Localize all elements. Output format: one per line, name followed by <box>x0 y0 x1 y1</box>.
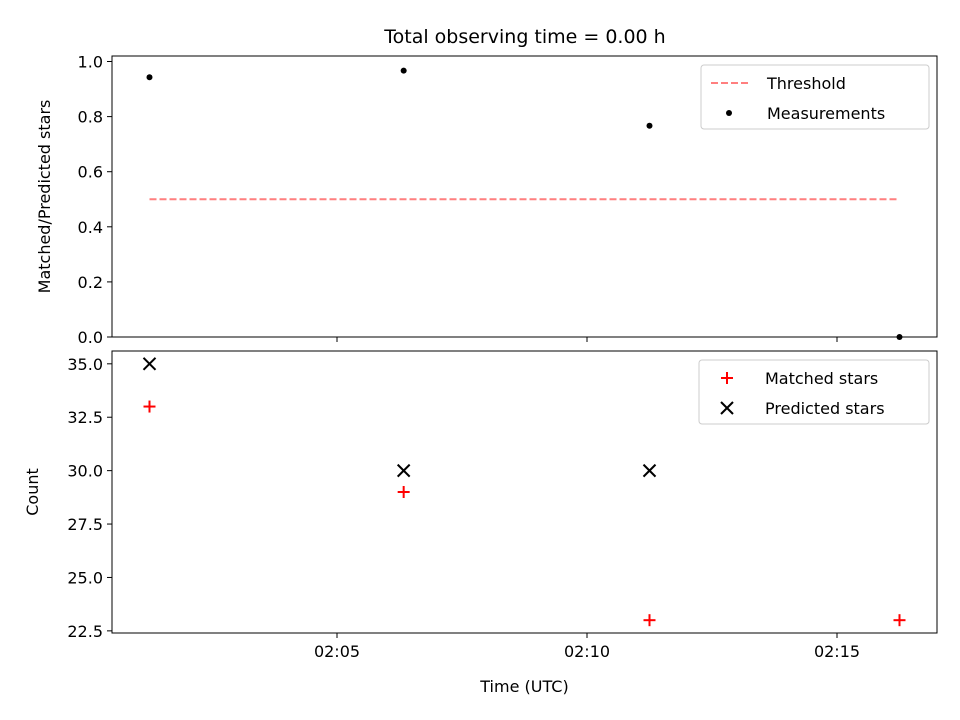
legend-label: Threshold <box>766 74 846 93</box>
y-tick-label: 30.0 <box>67 462 103 481</box>
figure-title: Total observing time = 0.00 h <box>383 26 665 48</box>
y-axis-label: Matched/Predicted stars <box>35 100 54 294</box>
predicted-star-point <box>396 463 411 478</box>
legend: Matched stars Predicted stars <box>698 359 930 425</box>
measurement-point <box>646 122 653 129</box>
y-tick-label: 22.5 <box>67 622 103 641</box>
y-tick-label: 32.5 <box>67 408 103 427</box>
legend-label: Measurements <box>767 104 885 123</box>
y-tick-label: 27.5 <box>67 515 103 534</box>
measurement-point <box>400 67 407 74</box>
y-tick-label: 0.6 <box>78 163 103 182</box>
x-tick-label: 02:10 <box>564 642 610 661</box>
legend-box <box>698 359 930 425</box>
y-tick-label: 0.8 <box>78 108 103 127</box>
plot-area <box>142 357 906 627</box>
count-panel: 22.5 25.0 27.5 30.0 32.5 35.0 02:05 02:10 02:15 C… <box>23 350 938 696</box>
y-tick-label: 0.0 <box>78 328 103 347</box>
x-tick-label: 02:05 <box>314 642 360 661</box>
legend: Threshold Measurements <box>700 64 930 130</box>
y-tick-label: 35.0 <box>67 355 103 374</box>
legend-box <box>700 64 930 130</box>
matched-star-point <box>397 486 410 498</box>
legend-matched-swatch <box>721 372 733 384</box>
x-tick-label: 02:15 <box>814 642 860 661</box>
measurement-point <box>896 334 903 340</box>
legend-measurement-swatch <box>726 110 732 116</box>
measurement-point <box>146 74 153 81</box>
ratio-panel: 0.0 0.2 0.4 0.6 0.8 1.0 Matched/Predicted star… <box>35 53 938 347</box>
y-tick-label: 0.2 <box>78 273 103 292</box>
axes-frame <box>111 55 938 338</box>
y-tick-label: 1.0 <box>78 53 103 72</box>
legend-label: Matched stars <box>765 369 878 388</box>
matched-star-point <box>643 614 656 627</box>
y-axis-label: Count <box>23 468 42 516</box>
legend-predicted-swatch <box>720 401 734 415</box>
predicted-star-point <box>642 463 657 478</box>
y-tick-label: 0.4 <box>78 218 103 237</box>
matched-star-point <box>893 614 906 627</box>
x-axis-label: Time (UTC) <box>479 677 568 696</box>
matched-star-point <box>143 400 156 413</box>
axes-frame <box>111 350 938 634</box>
y-tick-label: 25.0 <box>67 568 103 587</box>
predicted-star-point <box>142 357 157 371</box>
plot-area <box>146 67 903 340</box>
legend-label: Predicted stars <box>765 399 885 418</box>
